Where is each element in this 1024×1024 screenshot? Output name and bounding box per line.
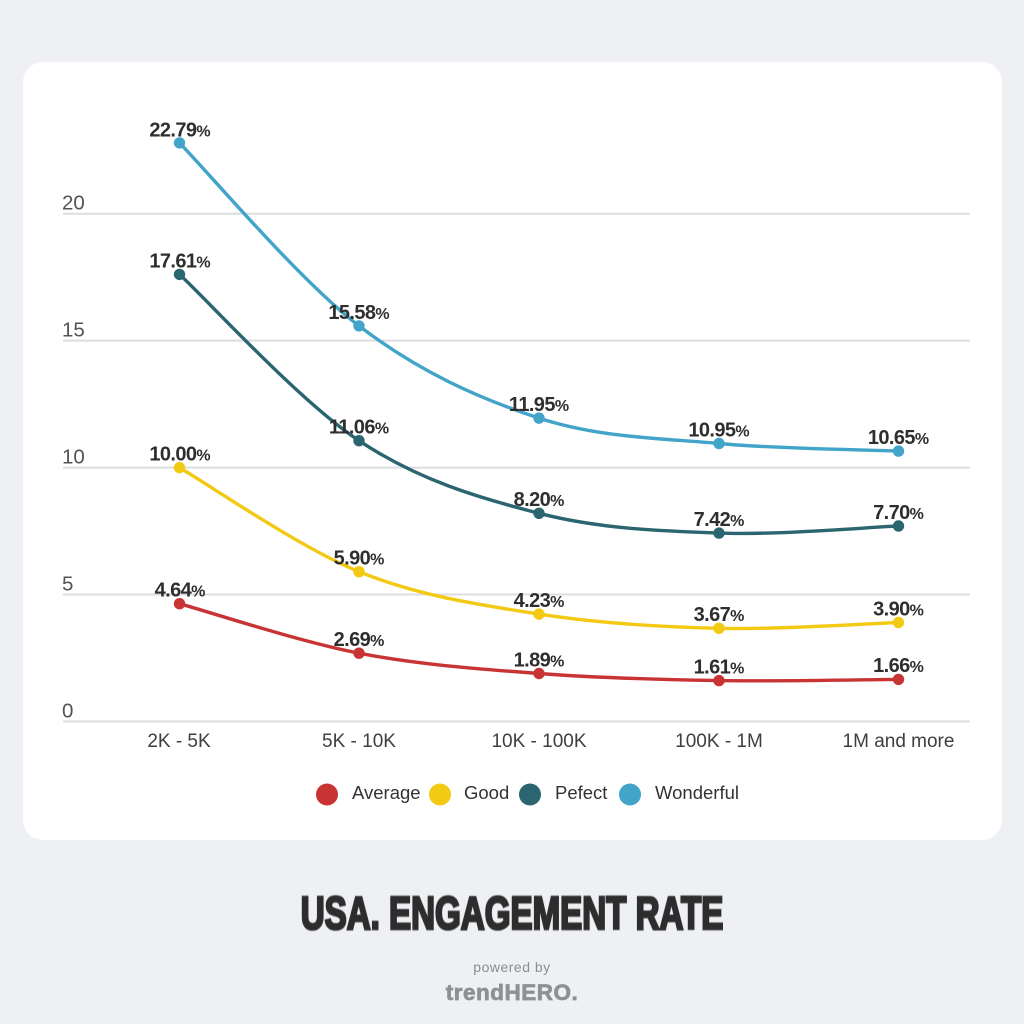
svg-text:11.06%: 11.06%: [329, 417, 389, 439]
svg-text:2.69%: 2.69%: [334, 629, 385, 651]
svg-text:4.23%: 4.23%: [514, 590, 565, 612]
svg-text:22.79%: 22.79%: [149, 119, 210, 141]
svg-text:11.95%: 11.95%: [509, 394, 569, 416]
svg-text:1.66%: 1.66%: [873, 655, 924, 677]
svg-text:10.95%: 10.95%: [688, 420, 749, 442]
svg-text:0: 0: [62, 700, 73, 723]
svg-text:7.42%: 7.42%: [694, 509, 745, 531]
svg-text:3.90%: 3.90%: [873, 599, 924, 621]
svg-text:1M and more: 1M and more: [843, 731, 955, 752]
svg-text:Good: Good: [464, 782, 509, 803]
svg-text:7.70%: 7.70%: [873, 502, 924, 524]
svg-text:15.58%: 15.58%: [328, 302, 389, 324]
svg-text:5: 5: [62, 573, 73, 596]
svg-text:5K - 10K: 5K - 10K: [322, 731, 396, 752]
svg-text:5.90%: 5.90%: [334, 548, 385, 570]
svg-text:4.64%: 4.64%: [155, 580, 206, 602]
svg-text:Pefect: Pefect: [555, 782, 607, 803]
svg-text:8.20%: 8.20%: [514, 489, 565, 511]
svg-text:20: 20: [62, 192, 85, 215]
svg-text:10.00%: 10.00%: [149, 444, 210, 466]
svg-text:Average: Average: [352, 782, 421, 803]
svg-text:10K - 100K: 10K - 100K: [491, 731, 586, 752]
svg-text:17.61%: 17.61%: [149, 251, 210, 273]
svg-text:3.67%: 3.67%: [694, 604, 745, 626]
svg-text:1.61%: 1.61%: [694, 657, 745, 679]
svg-text:1.89%: 1.89%: [514, 650, 565, 672]
svg-text:15: 15: [62, 319, 85, 342]
svg-text:100K - 1M: 100K - 1M: [675, 731, 763, 752]
svg-text:10.65%: 10.65%: [868, 427, 929, 449]
svg-text:Wonderful: Wonderful: [655, 782, 739, 803]
svg-text:2K - 5K: 2K - 5K: [147, 731, 211, 752]
svg-text:10: 10: [62, 446, 85, 469]
